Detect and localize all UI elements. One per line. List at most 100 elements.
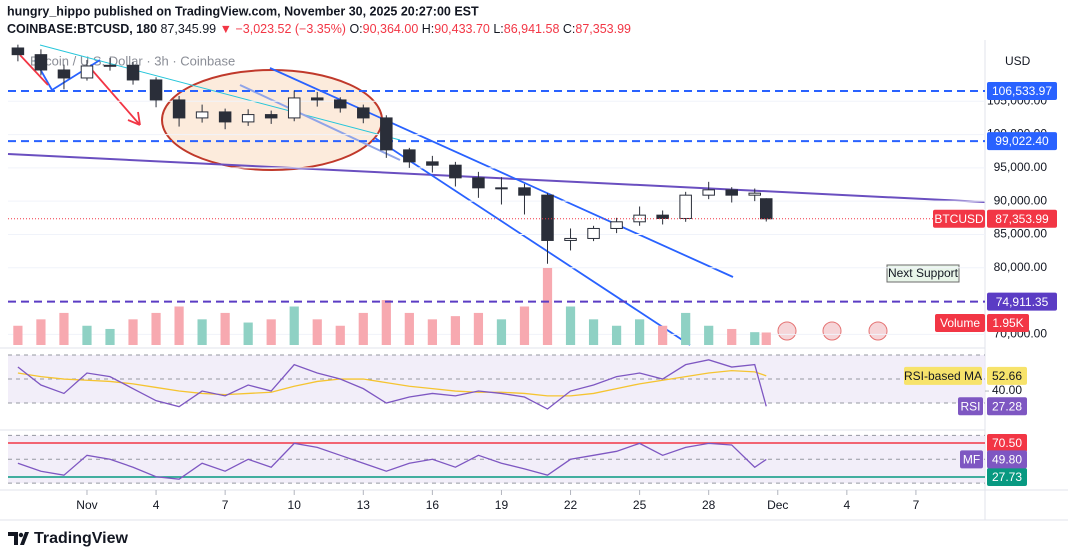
candle-body (426, 161, 439, 166)
x-tick-label: 4 (153, 498, 160, 512)
candle-body (495, 187, 508, 190)
channel-line (269, 67, 734, 278)
y-tick-label: 85,000.00 (994, 227, 1048, 241)
y-tick-label: 95,000.00 (994, 160, 1048, 174)
logo-dot (18, 532, 24, 538)
price-tag (987, 132, 1057, 151)
price-tag (987, 433, 1027, 452)
candle-body (518, 187, 531, 196)
rsi-line (17, 359, 767, 410)
candle-body (287, 97, 301, 119)
price-tag-text: RSI (960, 399, 980, 413)
x-tick-label: Dec (767, 498, 788, 512)
volume-bar (105, 328, 115, 345)
volume-bar (36, 319, 46, 345)
volume-bar (496, 319, 507, 345)
volume-bar (658, 325, 668, 345)
volume-bar (59, 312, 69, 345)
volume-bar (681, 312, 691, 345)
candle-body (34, 54, 48, 71)
ohlc-key: O: (349, 22, 362, 36)
volume-bar (197, 319, 207, 345)
candle-body (264, 114, 278, 119)
volume-bar (404, 312, 414, 345)
candle-body (541, 194, 554, 241)
price-tag (904, 366, 982, 385)
ohlc-value: 87,353.99 (575, 22, 631, 36)
candle-body (57, 69, 71, 79)
price-tag-text: 52.66 (992, 369, 1022, 383)
price-tag (987, 366, 1027, 385)
volume-bar (289, 306, 299, 345)
price-tag (987, 82, 1057, 101)
volume-bar (266, 319, 276, 345)
candle-body (472, 177, 485, 189)
price-tag-text: 27.28 (992, 399, 1022, 413)
price-tag-text: 87,353.99 (995, 212, 1049, 226)
price-tag-text: 27.73 (992, 470, 1022, 484)
volume-bar (427, 319, 437, 345)
price-tag-text: Volume (940, 316, 980, 330)
candle-body (334, 99, 347, 109)
volume-bar (312, 319, 322, 345)
trend-line (51, 59, 101, 91)
price-tag (960, 450, 983, 469)
change: −3,023.52 (−3.35%) (235, 22, 346, 36)
candle-body (702, 189, 715, 196)
candle-body (310, 97, 324, 101)
ohlc-value: 90,364.00 (363, 22, 419, 36)
candle-body (357, 107, 370, 119)
volume-bar (704, 325, 714, 345)
candle-body (172, 99, 186, 119)
symbol: COINBASE:BTCUSD, 180 (7, 22, 157, 36)
event-flag[interactable] (777, 321, 797, 341)
candle-body (759, 198, 773, 220)
y-tick-label: 90,000.00 (994, 193, 1048, 207)
price-tag (987, 292, 1057, 311)
candle-body (587, 227, 600, 239)
highlight-ellipse (161, 69, 383, 171)
price-tag (987, 209, 1057, 228)
candle-body (679, 194, 692, 219)
rsi-ma-line (17, 369, 767, 397)
x-tick-label: 7 (913, 498, 920, 512)
candle-body (656, 214, 669, 219)
volume-bar (473, 312, 484, 345)
x-tick-label: 16 (426, 498, 440, 512)
price-tag-text: 70.50 (992, 436, 1022, 450)
volume-bar (450, 316, 461, 345)
volume-bar (174, 306, 184, 345)
price-tag (987, 314, 1029, 332)
ohlc-key: C: (563, 22, 576, 36)
event-flag[interactable] (868, 321, 888, 341)
volume-bar (82, 325, 92, 345)
candle-body (403, 149, 416, 163)
price-tag-text: 106,533.97 (992, 84, 1052, 98)
candle-body (103, 64, 117, 67)
event-flags (777, 321, 888, 341)
price-tag (958, 397, 983, 416)
x-tick-label: 4 (843, 498, 850, 512)
event-flag[interactable] (822, 321, 842, 341)
price-tag (987, 450, 1027, 469)
price-tag (987, 397, 1027, 416)
candle-body (564, 237, 577, 241)
logo (8, 532, 29, 545)
volume-bar (358, 312, 368, 345)
arrow (19, 54, 49, 86)
x-tick-label: 7 (222, 498, 229, 512)
last: 87,345.99 (161, 22, 217, 36)
x-tick-label: 25 (633, 498, 647, 512)
volume-bar (635, 319, 645, 345)
candle-body (11, 47, 25, 56)
annotation-box (886, 264, 960, 283)
candle-body (80, 65, 94, 79)
volume-bar (611, 325, 622, 345)
volume-bar (761, 332, 771, 345)
x-tick-label: 13 (357, 498, 371, 512)
volume-bar (588, 319, 599, 345)
candle-body (241, 114, 255, 123)
candle-body (126, 64, 140, 81)
candle-body (380, 117, 393, 151)
